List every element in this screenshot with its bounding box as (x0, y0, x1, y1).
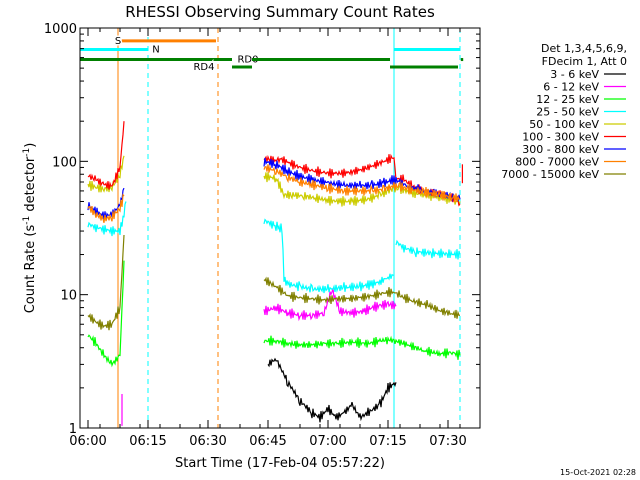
y-axis-label-part: -1 (22, 216, 32, 225)
series-line-25-50-kev-1 (263, 218, 395, 294)
legend-header-0: Det 1,3,4,5,6,9, (541, 42, 627, 55)
x-tick-label: 06:30 (189, 434, 226, 449)
series-line-6-12-kev-1 (263, 288, 397, 322)
state-label-rd4: RD4 (193, 62, 214, 73)
legend-label-300-800-kev: 300 - 800 keV (522, 143, 599, 156)
x-tick-label: 07:00 (309, 434, 346, 449)
state-label-n: N (152, 44, 159, 55)
state-label-rd0: RD0 (237, 55, 258, 66)
y-axis-label-part: Count Rate (s (23, 225, 38, 314)
legend-label-6-12-kev: 6 - 12 keV (543, 81, 599, 94)
state-label-s: S (115, 36, 121, 47)
legend-label-800-7000-kev: 800 - 7000 keV (515, 156, 599, 169)
series-line-800-7000-kev-1 (263, 164, 460, 203)
series-800-7000-kev (87, 164, 460, 223)
series-line-25-50-kev-0 (87, 201, 127, 237)
legend: Det 1,3,4,5,6,9,FDecim 1, Att 03 - 6 keV… (501, 42, 627, 181)
legend-label-25-50-kev: 25 - 50 keV (536, 106, 599, 119)
y-tick-label: 10 (60, 289, 77, 304)
y-tick-label: 1 (69, 422, 77, 437)
legend-label-3-6-kev: 3 - 6 keV (550, 68, 599, 81)
x-tick-label: 07:30 (429, 434, 466, 449)
series-7000-15000-kev (87, 234, 460, 331)
legend-label-50-100-kev: 50 - 100 keV (529, 118, 599, 131)
axes: 06:00 06:15 06:30 06:45 07:00 07:15 07:30 1 10 10… (44, 22, 481, 449)
state-change-lines (117, 28, 461, 428)
series-line-7000-15000-kev-1 (263, 276, 460, 319)
y-axis-label: Count Rate (s-1 detector-1) (22, 143, 38, 314)
x-tick-label: 07:15 (369, 434, 406, 449)
series-3-6-kev (267, 357, 397, 423)
y-axis-label-part: -1 (22, 148, 32, 157)
series-line-25-50-kev-2 (395, 239, 461, 260)
chart-title: RHESSI Observing Summary Count Rates (125, 3, 435, 21)
y-tick-label: 100 (52, 155, 77, 170)
legend-label-100-300-kev: 100 - 300 keV (522, 131, 599, 144)
series-line-100-300-kev-0 (87, 121, 125, 190)
series-25-50-kev (87, 201, 461, 294)
series-line-3-6-kev-0 (267, 357, 397, 423)
series-line-50-100-kev-0 (87, 155, 125, 193)
y-axis-label-part: ) (23, 143, 38, 148)
x-axis-label: Start Time (17-Feb-04 05:57:22) (175, 456, 385, 471)
x-tick-label: 06:15 (129, 434, 166, 449)
x-tick-label: 06:00 (69, 434, 106, 449)
legend-label-12-25-kev: 12 - 25 keV (536, 93, 599, 106)
series-line-800-7000-kev-0 (87, 193, 125, 223)
series-line-12-25-kev-1 (263, 335, 461, 360)
y-axis-label-part: detector (23, 156, 38, 216)
series-12-25-kev (87, 260, 461, 368)
legend-label-7000-15000-kev: 7000 - 15000 keV (501, 168, 599, 181)
y-tick-label: 1000 (44, 22, 77, 37)
data-series (87, 121, 463, 426)
legend-header-1: FDecim 1, Att 0 (542, 55, 627, 68)
timestamp: 15-Oct-2021 02:28 (560, 468, 636, 477)
x-tick-label: 06:45 (249, 434, 286, 449)
attenuator-state-bars: S N RD0 RD4 (80, 34, 464, 74)
series-line-300-800-kev-0 (87, 187, 125, 221)
series-line-7000-15000-kev-0 (87, 234, 125, 331)
series-6-12-kev (121, 288, 397, 426)
series-line-12-25-kev-0 (87, 260, 125, 368)
